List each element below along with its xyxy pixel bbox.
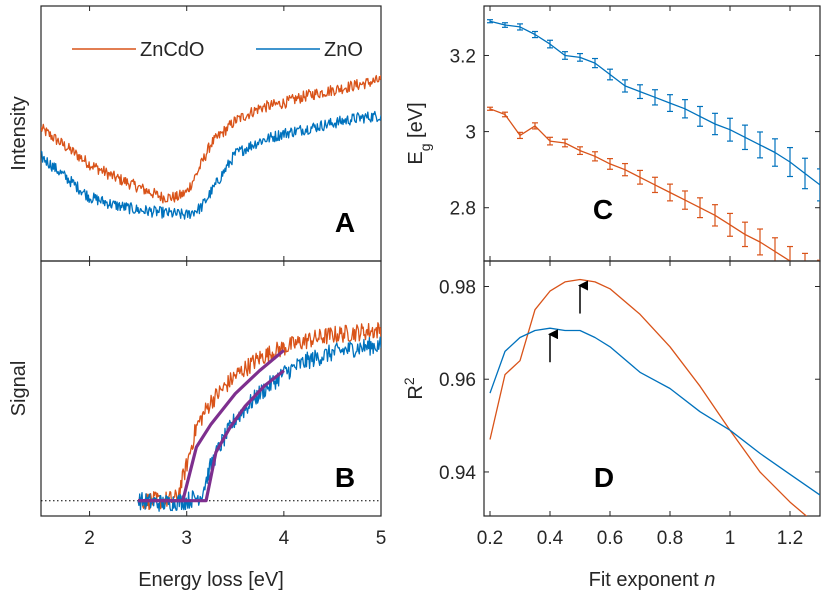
- panel-label-b: B: [335, 462, 355, 493]
- y-axis-label: Intensity: [8, 96, 30, 170]
- x-tick-label: 0.8: [657, 528, 683, 549]
- x-tick-label: 0.6: [597, 528, 623, 549]
- error-bar: [562, 51, 568, 60]
- plot-area-c: [487, 19, 820, 261]
- x-tick-label: 1.2: [777, 528, 803, 549]
- plot-area-d: [489, 278, 820, 516]
- panel-label-d: D: [594, 462, 614, 493]
- series-line-zncdo: [41, 74, 381, 204]
- panel-b: 2 3 4 5 Signal Energy loss [eV] B: [8, 260, 387, 591]
- y-axis-label: R2: [401, 377, 427, 399]
- error-bar: [727, 117, 733, 142]
- error-bar: [757, 131, 763, 159]
- y-axis-label: Eg [eV]: [405, 102, 433, 164]
- x-axis-label: Fit exponent n: [589, 569, 716, 591]
- series-line-zncdo: [137, 322, 381, 510]
- y-tick-label: 3: [465, 123, 476, 144]
- error-bar: [682, 190, 688, 210]
- error-bar: [577, 52, 583, 62]
- x-tick-label: 4: [279, 528, 290, 549]
- error-bar: [577, 146, 583, 156]
- series-line-zno-fit: [138, 369, 285, 503]
- error-bar: [517, 131, 523, 140]
- y-tick-label: 0.96: [439, 370, 476, 391]
- error-bar: [787, 146, 793, 178]
- x-tick-label: 0.4: [537, 528, 564, 549]
- plot-area-b: [137, 322, 381, 512]
- x-tick-label: 2: [84, 528, 95, 549]
- error-bar: [502, 111, 508, 118]
- y-tick-label: 0.98: [439, 278, 476, 299]
- error-bar: [817, 168, 820, 202]
- error-bar: [817, 259, 820, 261]
- axes-frame-c: [483, 5, 821, 262]
- error-bar: [682, 99, 688, 119]
- error-bar: [652, 176, 658, 194]
- error-bar: [802, 157, 808, 190]
- error-bar: [757, 228, 763, 256]
- error-bar: [697, 197, 703, 219]
- legend-label-zncdo: ZnCdO: [140, 39, 204, 61]
- y-tick-label: 2.8: [450, 199, 476, 220]
- x-tick-label: 3: [181, 528, 192, 549]
- x-axis-label: Energy loss [eV]: [138, 569, 284, 591]
- axes-frame-b: [40, 260, 382, 517]
- panel-c: 2.8 3 3.2 Eg [eV] C: [405, 5, 821, 262]
- series-line-zncdo: [489, 278, 808, 516]
- plot-area-a: [41, 74, 381, 220]
- error-bar: [562, 138, 568, 148]
- axes-frame-d: [483, 260, 821, 517]
- error-bar: [637, 84, 643, 100]
- series-line-zno: [41, 110, 381, 220]
- legend: ZnCdO ZnO: [72, 39, 363, 61]
- error-bar: [697, 105, 703, 127]
- error-bar: [547, 136, 553, 146]
- error-bar: [547, 39, 553, 49]
- error-bar: [607, 158, 613, 170]
- error-bar: [727, 212, 733, 237]
- x-tick-label: 5: [376, 528, 387, 549]
- error-bar: [667, 94, 673, 113]
- error-bar: [532, 122, 538, 130]
- error-bar: [622, 79, 628, 93]
- error-bar: [592, 57, 598, 69]
- x-tick-label: 0.2: [477, 528, 503, 549]
- error-bar: [517, 23, 523, 31]
- series-line-zno: [489, 327, 820, 496]
- error-bar: [502, 22, 508, 28]
- legend-label-zno: ZnO: [324, 39, 363, 61]
- error-bar: [667, 183, 673, 202]
- panel-d: 0.2 0.4 0.6 0.8 1 1.2 0.94 0.96 0.98 R2 Fit expone…: [401, 260, 821, 591]
- error-bar: [742, 124, 748, 151]
- panel-label-c: C: [593, 194, 613, 225]
- error-bar: [652, 89, 658, 106]
- error-bar: [487, 106, 493, 111]
- y-tick-label: 0.94: [439, 463, 476, 484]
- error-bar: [712, 112, 718, 136]
- error-bar: [607, 68, 613, 81]
- panel-label-a: A: [335, 207, 355, 238]
- x-tick-label: 1: [725, 528, 736, 549]
- error-bar: [712, 204, 718, 227]
- error-bar: [487, 19, 493, 24]
- error-bar: [622, 162, 628, 177]
- error-bar: [532, 30, 538, 39]
- error-bar: [742, 221, 748, 248]
- error-bar: [772, 138, 778, 167]
- y-tick-label: 3.2: [450, 46, 476, 67]
- error-bar: [592, 151, 598, 162]
- error-bar: [802, 252, 808, 261]
- y-axis-label: Signal: [8, 361, 30, 417]
- error-bar: [637, 169, 643, 185]
- panel-a: Intensity ZnCdO ZnO A: [8, 5, 382, 262]
